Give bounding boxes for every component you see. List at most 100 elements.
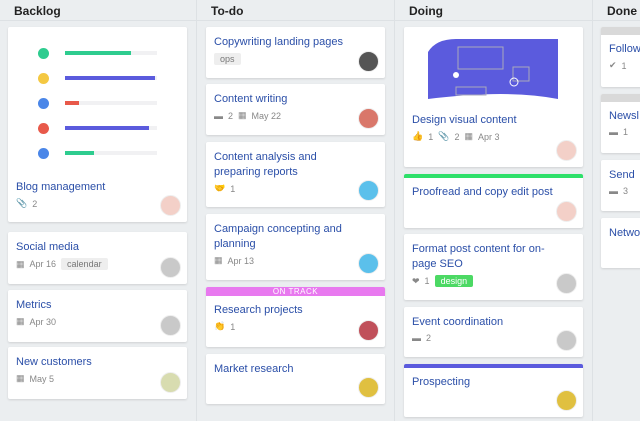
column-title: Doing [395, 0, 592, 21]
progress-track [65, 126, 157, 130]
comment-icon: ▬ [609, 186, 618, 196]
card-title[interactable]: Copywriting landing pages [214, 36, 344, 48]
column-3: Done [593, 0, 640, 421]
assignee-avatar[interactable] [160, 315, 181, 336]
task-card[interactable]: Send ▬ 3 [601, 160, 640, 211]
card-cover [601, 27, 640, 35]
card-meta: ✔ 1 [601, 57, 640, 71]
progress-track [65, 76, 157, 80]
card-title[interactable]: New customers [16, 356, 92, 368]
assignee-avatar[interactable] [556, 330, 577, 351]
task-card[interactable]: Content writing ▬ 2 ▦ May 22 [206, 84, 385, 135]
clap-icon: 👏 [214, 321, 226, 331]
calendar-icon: ▦ [214, 255, 223, 265]
card-title[interactable]: Event coordination [412, 316, 504, 328]
task-card[interactable]: Follow ✔ 1 [601, 27, 640, 87]
meta-value: May 22 [251, 110, 282, 121]
task-card[interactable]: Event coordination ▬ 2 [404, 307, 583, 357]
progress-fill [65, 151, 94, 155]
card-meta: ▬ 2 ▦ May 22 [206, 107, 385, 121]
card-cover-image [8, 27, 187, 180]
assignee-avatar[interactable] [160, 257, 181, 278]
meta-value: 2 [32, 198, 38, 209]
column-2: Doing [395, 0, 593, 421]
task-card[interactable]: Market research [206, 354, 385, 404]
label-tag[interactable]: ops [214, 53, 241, 65]
progress-fill [65, 76, 156, 80]
card-meta: ▦ Apr 16 calendar [8, 255, 187, 270]
assignee-avatar[interactable] [556, 273, 577, 294]
task-card[interactable]: Blog management 📎 2 [8, 27, 187, 222]
check-circle-icon: ✔ [609, 60, 617, 70]
card-title[interactable]: Social media [16, 241, 79, 253]
task-card[interactable]: Design visual content 👍 1 📎 2 ▦ Apr 3 [404, 27, 583, 167]
label-tag[interactable]: calendar [61, 258, 108, 270]
meta-value: Apr 13 [227, 255, 255, 266]
progress-fill [65, 126, 149, 130]
card-title[interactable]: Netwo [609, 227, 640, 239]
meta-value: 2 [454, 131, 460, 142]
assignee-avatar[interactable] [160, 195, 181, 216]
card-title[interactable]: Follow [609, 43, 640, 55]
card-meta: 📎 2 [8, 195, 187, 209]
assignee-avatar[interactable] [358, 253, 379, 274]
card-meta: ops [206, 50, 385, 65]
assignee-avatar[interactable] [556, 140, 577, 161]
task-card[interactable]: Social media ▦ Apr 16 calendar [8, 232, 187, 284]
task-card[interactable]: Proofread and copy edit post [404, 174, 583, 228]
thumbs-up-icon: 👍 [412, 131, 424, 141]
column-title: Done [593, 0, 640, 21]
card-title[interactable]: Research projects [214, 304, 303, 316]
task-card[interactable]: ON TRACK Research projects 👏 1 [206, 287, 385, 347]
assignee-avatar[interactable] [358, 320, 379, 341]
paperclip-icon: 📎 [438, 131, 450, 141]
meta-value: Apr 30 [29, 316, 57, 327]
card-meta: ▬ 3 [601, 183, 640, 196]
paperclip-icon: 📎 [16, 198, 28, 208]
assignee-avatar[interactable] [556, 390, 577, 411]
card-title[interactable]: Format post content for on-page SEO [412, 243, 545, 270]
card-meta: ▬ 2 [404, 330, 583, 343]
card-title[interactable]: Proofread and copy edit post [412, 186, 553, 198]
card-title[interactable]: Design visual content [412, 114, 517, 126]
task-card[interactable]: New customers ▦ May 5 [8, 347, 187, 399]
assignee-avatar[interactable] [358, 51, 379, 72]
card-title[interactable]: Prospecting [412, 376, 471, 388]
meta-value: 2 [228, 110, 234, 121]
card-title[interactable]: Content writing [214, 93, 288, 105]
comment-icon: ▬ [609, 127, 618, 137]
card-title[interactable]: Campaign concepting and planning [214, 223, 342, 250]
card-title[interactable]: Market research [214, 363, 294, 375]
avatar [38, 47, 49, 59]
task-card[interactable]: Newsl ▬ 1 [601, 94, 640, 153]
task-card[interactable]: Netwo [601, 218, 640, 268]
assignee-avatar[interactable] [358, 377, 379, 398]
assignee-avatar[interactable] [358, 108, 379, 129]
progress-row [38, 97, 157, 109]
meta-value: 3 [623, 186, 629, 196]
meta-value: May 5 [29, 373, 55, 384]
card-title[interactable]: Metrics [16, 299, 52, 311]
task-card[interactable]: Content analysis and preparing reports 🤝 1 [206, 142, 385, 207]
assignee-avatar[interactable] [160, 372, 181, 393]
task-card[interactable]: Campaign concepting and planning ▦ Apr 13 [206, 214, 385, 280]
task-card[interactable]: Format post content for on-page SEO ❤ 1 des… [404, 234, 583, 300]
card-title[interactable]: Newsl [609, 110, 639, 122]
card-title[interactable]: Content analysis and preparing reports [214, 151, 317, 178]
task-card[interactable]: Prospecting [404, 364, 583, 417]
card-title[interactable]: Blog management [16, 181, 106, 193]
avatar [38, 72, 49, 84]
task-card[interactable]: Copywriting landing pages ops [206, 27, 385, 78]
heart-icon: ❤ [412, 275, 420, 286]
meta-value: 1 [424, 276, 430, 286]
assignee-avatar[interactable] [358, 180, 379, 201]
card-title[interactable]: Send [609, 169, 635, 181]
task-card[interactable]: Metrics ▦ Apr 30 [8, 290, 187, 342]
label-tag[interactable]: design [434, 275, 474, 287]
column-title: Backlog [0, 0, 196, 21]
card-meta: 👍 1 📎 2 ▦ Apr 3 [404, 128, 583, 142]
progress-row [38, 47, 157, 59]
assignee-avatar[interactable] [556, 201, 577, 222]
calendar-icon: ▦ [238, 110, 247, 120]
meta-value: 1 [621, 60, 627, 71]
